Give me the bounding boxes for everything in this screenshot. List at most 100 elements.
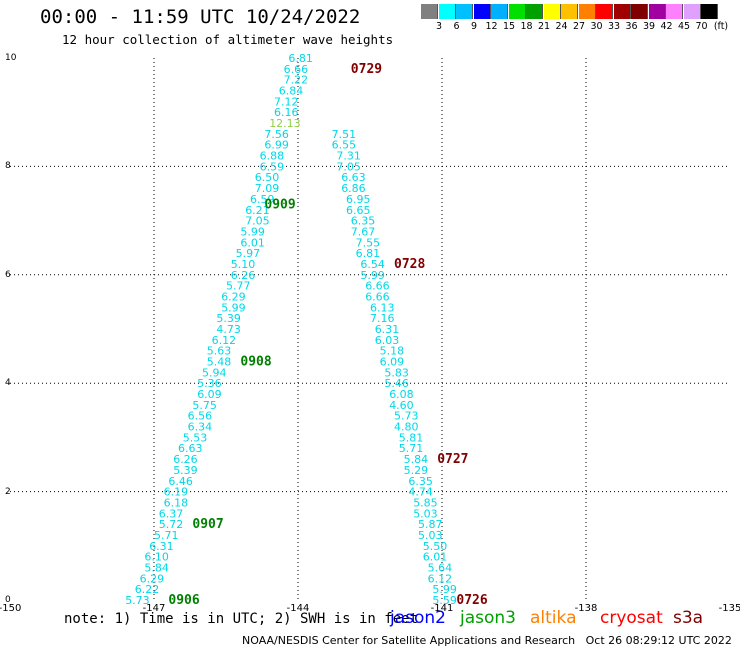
legend-swatch [473, 4, 491, 19]
lat-tick-label: 4 [5, 378, 11, 389]
swh-value-label: 5.59 [432, 594, 457, 607]
swh-value-label: 5.85 [413, 496, 438, 509]
legend-label: 36 [625, 21, 638, 32]
legend-swatch [526, 4, 543, 19]
swh-value-label: 4.74 [408, 486, 433, 499]
lon-tick-label: -144 [286, 603, 310, 614]
swh-value-label: 5.03 [418, 529, 443, 542]
legend-swatch [701, 4, 718, 19]
credit-footer: NOAA/NESDIS Center for Satellite Applica… [242, 634, 732, 647]
legend-label: 70 [695, 21, 708, 32]
swh-value-label: 6.21 [245, 204, 270, 217]
swh-value-label: 5.84 [404, 453, 429, 466]
swh-value-label: 4.80 [394, 421, 419, 434]
legend-label: 39 [642, 21, 656, 32]
swh-value-label: 6.13 [370, 301, 395, 314]
swh-value-label: 7.56 [264, 128, 289, 141]
legend-label: 45 [677, 21, 691, 32]
swh-value-label: 6.66 [365, 280, 390, 293]
footnote: note: 1) Time is in UTC; 2) SWH is in fe… [64, 611, 419, 627]
legend-swatch [613, 4, 631, 19]
swh-value-label: 5.99 [240, 225, 265, 238]
swh-value-label: 5.46 [384, 377, 409, 390]
swh-value-label: 5.53 [183, 431, 208, 444]
satellite-key-altika: altika [530, 608, 577, 628]
lon-tick-label: -141 [430, 603, 454, 614]
swh-value-label: 5.10 [231, 258, 256, 271]
legend-swatch [543, 4, 561, 19]
legend-label: 9 [470, 21, 478, 32]
swh-value-label: 6.01 [423, 551, 448, 564]
pass-time-label: 0727 [437, 452, 468, 467]
swh-value-label: 6.29 [140, 572, 165, 585]
swh-value-label: 6.66 [365, 290, 390, 303]
swh-value-label: 5.73 [394, 410, 419, 423]
lon-tick-label: -135 [718, 603, 740, 614]
swh-value-label: 12.13 [269, 117, 301, 130]
legend-swatch [578, 4, 596, 19]
satellite-key-s3a: s3a [673, 608, 704, 628]
swh-value-label: 5.73 [125, 594, 150, 607]
swh-value-label: 6.10 [144, 551, 169, 564]
swh-value-label: 4.60 [389, 399, 414, 412]
swh-value-label: 5.64 [428, 561, 453, 574]
swh-value-label: 5.71 [154, 529, 179, 542]
swh-value-label: 6.09 [197, 388, 222, 401]
swh-value-label: 7.09 [255, 182, 279, 195]
swh-value-label: 6.54 [360, 258, 385, 271]
swh-value-label: 6.18 [164, 496, 189, 509]
legend-unit: (ft) [713, 21, 729, 32]
swh-value-label: 5.99 [432, 583, 457, 596]
legend-label: 24 [555, 21, 568, 32]
swh-value-label: 5.18 [380, 345, 405, 358]
swh-value-label: 6.99 [264, 139, 289, 152]
swh-value-label: 6.81 [356, 247, 381, 260]
legend-label: 42 [660, 21, 673, 32]
legend-label: 12 [485, 21, 498, 32]
swh-value-label: 6.56 [188, 410, 213, 423]
legend-label: 15 [502, 21, 516, 32]
swh-value-label: 6.63 [341, 171, 366, 184]
swh-value-label: 6.59 [250, 193, 275, 206]
swh-value-label: 6.22 [135, 583, 160, 596]
swh-value-label: 6.46 [168, 475, 193, 488]
legend-label: 27 [572, 21, 586, 32]
swh-value-label: 5.84 [144, 561, 169, 574]
swh-value-label: 6.50 [255, 171, 279, 184]
legend-swatch [683, 4, 701, 19]
legend-label: 6 [453, 21, 460, 32]
swh-value-label: 7.55 [356, 236, 381, 249]
swh-value-label: 6.63 [178, 442, 203, 455]
swh-value-label: 5.72 [159, 518, 184, 531]
swh-value-label: 6.31 [375, 323, 400, 336]
pass-time-label: 0726 [456, 593, 487, 608]
legend-swatch [508, 4, 526, 19]
swh-value-label: 6.09 [380, 356, 405, 369]
legend-swatch [421, 4, 438, 19]
legend-swatch [596, 4, 613, 19]
swh-value-label: 6.84 [279, 85, 304, 98]
legend-label: 18 [520, 21, 533, 32]
swh-value-label: 6.03 [375, 334, 400, 347]
swh-value-label: 6.88 [260, 150, 285, 163]
swh-value-label: 7.22 [284, 74, 309, 87]
legend-swatch [631, 4, 648, 19]
swh-value-label: 7.05 [245, 215, 270, 228]
lat-tick-label: 0 [5, 595, 11, 605]
swh-value-label: 5.50 [423, 540, 448, 553]
swh-value-label: 6.55 [332, 139, 357, 152]
pass-time-label: 0909 [264, 197, 295, 212]
pass-time-label: 0728 [394, 257, 425, 272]
pass-time-label: 0908 [240, 355, 271, 370]
satellite-key-jason3: jason3 [460, 608, 516, 628]
swh-value-label: 5.87 [418, 518, 443, 531]
swh-value-label: 5.03 [413, 507, 438, 520]
swh-value-label: 4.73 [216, 323, 241, 336]
lat-tick-label: 8 [5, 161, 11, 172]
swh-value-label: 6.01 [240, 236, 265, 249]
swh-value-label: 7.51 [332, 128, 357, 141]
swh-value-label: 5.97 [236, 247, 261, 260]
swh-value-label: 6.35 [351, 215, 376, 228]
lon-tick-label: -138 [574, 603, 598, 614]
